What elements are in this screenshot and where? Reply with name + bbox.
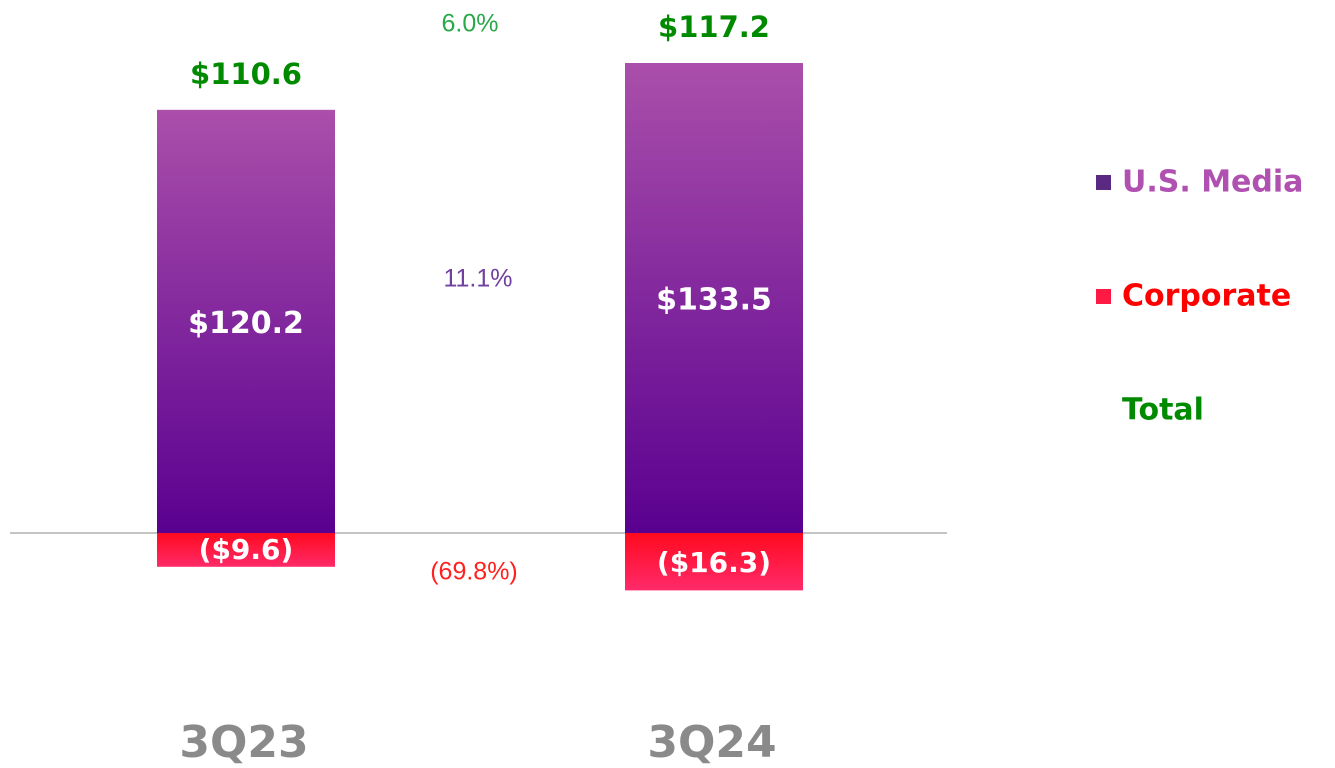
change-annotation: (69.8%) <box>430 558 518 586</box>
segment-label: $120.2 <box>188 306 304 341</box>
bar-segment <box>157 109 335 533</box>
segment-label: ($9.6) <box>199 533 294 566</box>
legend-label: Total <box>1122 393 1204 428</box>
bar-segment <box>625 533 803 591</box>
bar-segment <box>157 533 335 567</box>
bar-segment <box>625 63 803 533</box>
change-annotation: 6.0% <box>442 10 499 38</box>
legend-label: Corporate <box>1122 279 1291 314</box>
x-tick-label: 3Q23 <box>179 717 308 764</box>
change-annotation: 11.1% <box>443 265 512 293</box>
legend-marker <box>1096 289 1111 304</box>
segment-label: $133.5 <box>656 283 772 318</box>
total-label: $117.2 <box>658 10 770 44</box>
legend-marker <box>1096 175 1111 190</box>
x-tick-label: 3Q24 <box>647 717 776 764</box>
legend-label: U.S. Media <box>1122 165 1303 200</box>
total-label: $110.6 <box>190 57 302 91</box>
segment-label: ($16.3) <box>657 546 771 579</box>
